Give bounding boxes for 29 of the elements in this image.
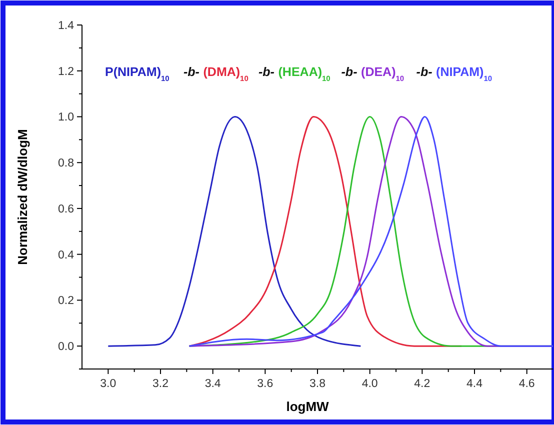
x-tick-label: 4.2 — [414, 378, 430, 390]
y-tick-label: 0.8 — [58, 158, 74, 170]
text: -b- — [258, 65, 274, 79]
text: P(NIPAM)$_{10}$ — [105, 65, 170, 82]
x-tick-label: 4.6 — [518, 378, 535, 390]
y-tick-label: 0.2 — [58, 295, 74, 308]
x-tick-label: 3.0 — [100, 378, 116, 390]
text: -b- — [416, 65, 432, 79]
text: (DEA)$_{10}$ — [361, 65, 404, 82]
x-tick-label: 3.8 — [310, 378, 326, 390]
y-tick-label: 0.0 — [58, 341, 74, 354]
text: (DMA)$_{10}$ — [203, 65, 248, 82]
y-tick-label: 1.0 — [58, 112, 74, 124]
x-axis-title: logMW — [286, 399, 330, 414]
y-tick-label: 0.6 — [58, 203, 74, 216]
x-tick-label: 3.2 — [152, 378, 168, 390]
y-tick-label: 0.4 — [58, 249, 75, 262]
text: -b- — [341, 65, 358, 79]
x-tick-label: 3.4 — [204, 378, 222, 390]
annotation: -b- — [184, 65, 200, 79]
text: (HEAA)$_{10}$ — [278, 65, 330, 82]
line-series — [107, 116, 362, 347]
x-tick-label: 4.0 — [362, 378, 378, 390]
y-tick-label: 1.4 — [58, 20, 75, 32]
x-tick-label: 4.4 — [466, 378, 484, 390]
y-axis-title: Normalized dW/dlogM — [15, 129, 30, 265]
y-tick-label: 1.2 — [58, 66, 74, 78]
text: (NIPAM)$_{10}$ — [436, 65, 492, 82]
x-tick-label: 3.6 — [257, 378, 274, 390]
